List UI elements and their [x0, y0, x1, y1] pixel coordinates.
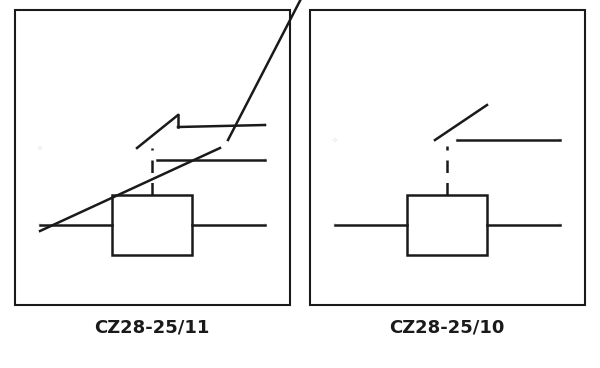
- Text: CZ28-25/10: CZ28-25/10: [389, 319, 505, 337]
- Bar: [112, 195, 192, 255]
- Text: CZ28-25/11: CZ28-25/11: [94, 319, 209, 337]
- Bar: [15, 10, 290, 305]
- Bar: [310, 10, 585, 305]
- Bar: [407, 195, 487, 255]
